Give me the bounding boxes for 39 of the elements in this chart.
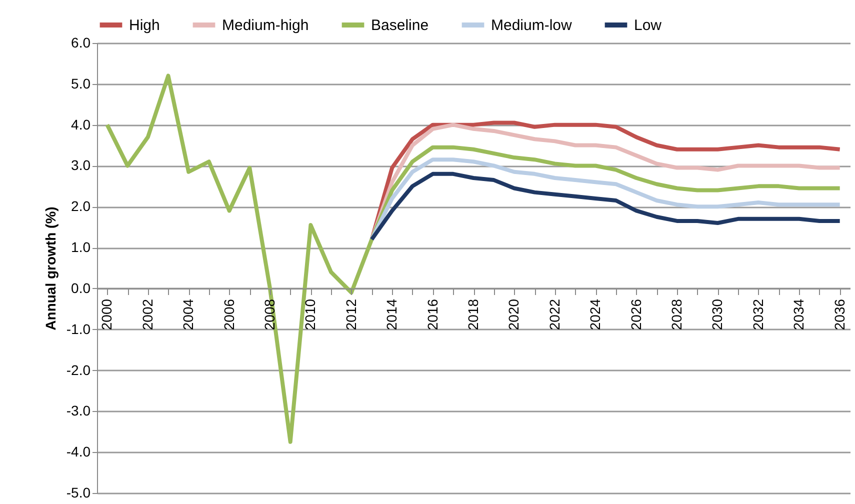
y-tick-label: -4.0 <box>66 444 91 460</box>
x-tick-label: 2036 <box>831 298 848 330</box>
x-tick-label: 2028 <box>668 298 685 330</box>
legend-label: Medium-low <box>491 17 572 34</box>
x-tick-label: 2034 <box>790 298 807 330</box>
x-tick-label: 2026 <box>628 298 644 330</box>
y-tick-label: 6.0 <box>71 34 91 50</box>
x-tick-label: 2002 <box>139 298 156 330</box>
line-series <box>370 172 842 242</box>
x-tick-label: 2018 <box>465 298 481 330</box>
legend-label: High <box>129 17 160 34</box>
y-axis-title: Annual growth (%) <box>42 206 58 330</box>
x-tick-label: 2012 <box>342 298 359 330</box>
y-tick-label: 2.0 <box>71 198 91 214</box>
y-tick-label: -1.0 <box>66 320 91 337</box>
x-tick-label: 2000 <box>98 298 115 330</box>
y-tick-label: -5.0 <box>66 484 91 500</box>
x-tick-label: 2004 <box>180 298 196 330</box>
x-tick-label: 2016 <box>424 298 440 330</box>
x-tick-label: 2006 <box>220 298 237 330</box>
y-tick-label: 5.0 <box>71 75 91 92</box>
y-tick-label: 3.0 <box>71 157 91 174</box>
legend-label: Low <box>634 17 662 34</box>
x-tick-label: 2032 <box>750 298 766 330</box>
y-tick-label: -2.0 <box>66 362 91 378</box>
line-series <box>370 158 842 242</box>
y-tick-label: -3.0 <box>66 402 91 419</box>
y-tick-label: 0.0 <box>71 280 91 296</box>
y-tick-label: 1.0 <box>71 239 91 256</box>
x-tick-label: 2008 <box>261 298 278 330</box>
x-tick-label: 2020 <box>506 298 522 330</box>
x-tick-label: 2014 <box>384 298 400 330</box>
x-tick-label: 2024 <box>587 298 604 330</box>
legend-label: Baseline <box>371 17 429 34</box>
x-tick-label: 2022 <box>546 298 562 330</box>
y-tick-label: 4.0 <box>71 116 91 132</box>
x-tick-label: 2010 <box>302 298 318 330</box>
x-tick-label: 2030 <box>709 298 726 330</box>
legend-label: Medium-high <box>222 17 309 34</box>
